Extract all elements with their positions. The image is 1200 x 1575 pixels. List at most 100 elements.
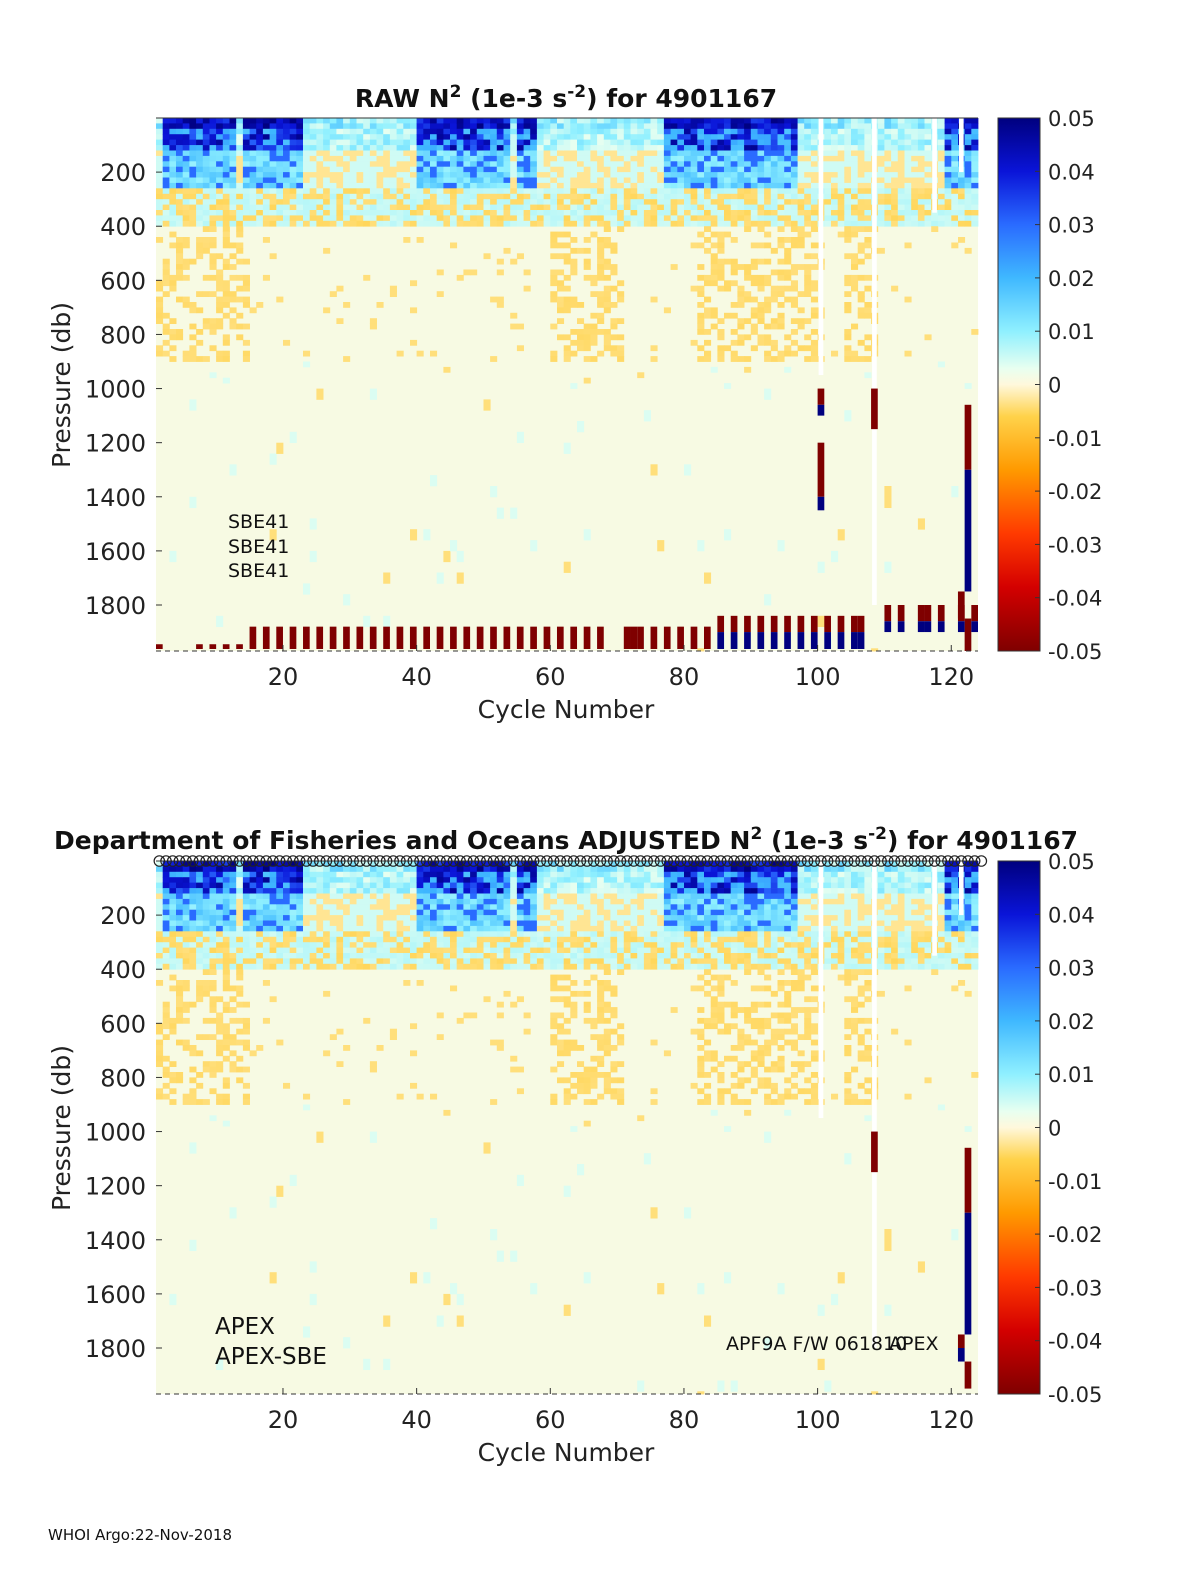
heatmap-cell: [209, 942, 217, 949]
heatmap-cell: [476, 920, 484, 927]
heatmap-cell: [790, 161, 798, 168]
heatmap-cell: [363, 128, 371, 135]
heatmap-cell: [971, 134, 979, 141]
heatmap-cell: [917, 518, 925, 530]
heatmap-cell: [296, 947, 304, 954]
heatmap-cell: [764, 139, 772, 146]
heatmap-cell: [570, 128, 578, 135]
heatmap-cell: [770, 145, 778, 151]
heatmap-cell: [543, 953, 551, 959]
heatmap-cell: [777, 323, 785, 330]
heatmap-cell: [430, 925, 438, 932]
heatmap-cell: [269, 453, 277, 465]
heatmap-cell: [630, 118, 638, 124]
heatmap-cell: [156, 931, 164, 938]
heatmap-cell: [389, 942, 397, 949]
heatmap-cell: [663, 215, 671, 222]
heatmap-cell: [283, 893, 291, 900]
heatmap-cell: [590, 193, 598, 200]
heatmap-cell: [202, 898, 210, 905]
heatmap-cell: [289, 118, 297, 124]
heatmap-cell: [363, 904, 371, 911]
heatmap-cell: [276, 963, 284, 970]
heatmap-cell: [924, 210, 932, 216]
heatmap-cell: [557, 1023, 565, 1030]
heatmap-cell: [383, 920, 391, 927]
heatmap-cell: [202, 323, 210, 330]
heatmap-cell: [470, 861, 478, 867]
heatmap-cell: [202, 953, 210, 959]
heatmap-cell: [597, 188, 605, 195]
heatmap-cell: [550, 1023, 558, 1030]
heatmap-cell: [603, 199, 611, 206]
heatmap-cell: [436, 155, 444, 162]
heatmap-cell: [303, 1326, 311, 1338]
heatmap-cell: [971, 329, 979, 335]
bottom-artifact-bar: [730, 615, 738, 633]
heatmap-cell: [770, 150, 778, 157]
heatmap-cell: [750, 177, 758, 184]
raw-annotation-2: SBE41: [228, 536, 289, 558]
heatmap-cell: [697, 199, 705, 206]
heatmap-cell: [356, 123, 364, 130]
heatmap-cell: [623, 150, 631, 157]
heatmap-cell: [356, 215, 364, 222]
heatmap-cell: [543, 866, 551, 873]
heatmap-cell: [530, 215, 538, 222]
heatmap-cell: [590, 904, 598, 911]
heatmap-cell: [563, 893, 571, 900]
heatmap-cell: [917, 118, 925, 124]
heatmap-cell: [677, 220, 685, 227]
heatmap-cell: [403, 182, 411, 189]
heatmap-cell: [169, 188, 177, 195]
heatmap-cell: [416, 898, 424, 905]
heatmap-cell: [169, 356, 177, 362]
heatmap-cell: [196, 888, 204, 894]
heatmap-cell: [550, 915, 558, 921]
heatmap-cell: [222, 139, 230, 146]
heatmap-cell: [283, 150, 291, 157]
heatmap-cell: [403, 177, 411, 184]
heatmap-cell: [323, 915, 331, 921]
heatmap-cell: [530, 925, 538, 932]
heatmap-cell: [610, 264, 618, 270]
bottom-artifact-bar: [717, 615, 725, 633]
heatmap-cell: [837, 128, 845, 135]
heatmap-cell: [323, 204, 331, 211]
heatmap-cell: [376, 871, 384, 878]
heatmap-cell: [343, 893, 351, 900]
heatmap-cell: [550, 356, 558, 362]
heatmap-cell: [777, 166, 785, 173]
heatmap-cell: [376, 893, 384, 900]
heatmap-cell: [550, 953, 558, 959]
heatmap-cell: [750, 204, 758, 211]
heatmap-cell: [456, 210, 464, 216]
heatmap-cell: [416, 958, 424, 965]
heatmap-cell: [349, 139, 357, 146]
heatmap-cell: [704, 312, 712, 319]
heatmap-cell: [262, 139, 270, 146]
heatmap-cell: [336, 172, 344, 178]
heatmap-cell: [864, 237, 872, 243]
heatmap-cell: [851, 204, 859, 211]
heatmap-cell: [416, 204, 424, 211]
heatmap-cell: [450, 540, 458, 552]
heatmap-cell: [169, 280, 177, 287]
heatmap-cell: [463, 139, 471, 146]
heatmap-cell: [496, 904, 504, 911]
heatmap-cell: [717, 285, 725, 292]
heatmap-cell: [964, 161, 972, 168]
heatmap-cell: [730, 155, 738, 162]
heatmap-cell: [396, 947, 404, 954]
heatmap-cell: [356, 915, 364, 921]
heatmap-cell: [730, 193, 738, 200]
heatmap-cell: [430, 199, 438, 206]
heatmap-cell: [490, 877, 498, 884]
heatmap-cell: [369, 1061, 377, 1068]
heatmap-cell: [917, 134, 925, 141]
heatmap-cell: [343, 904, 351, 911]
heatmap-cell: [423, 877, 431, 884]
heatmap-cell: [844, 210, 852, 216]
heatmap-cell: [590, 323, 598, 330]
heatmap-cell: [690, 242, 698, 249]
